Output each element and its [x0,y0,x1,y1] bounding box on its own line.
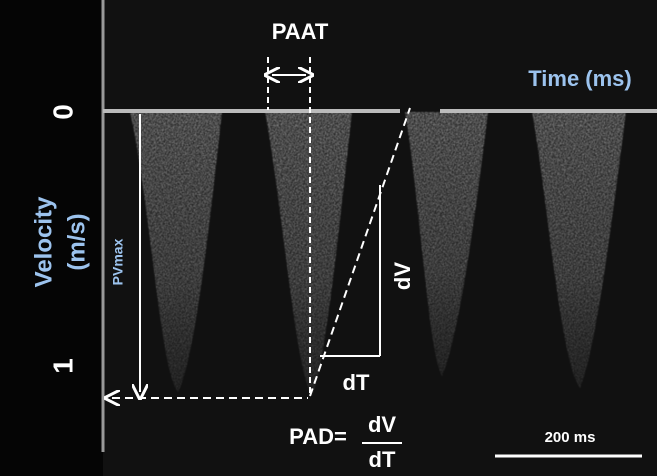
scale-label: 200 ms [545,429,596,446]
envelope [130,112,222,392]
pad-denominator: dT [369,447,396,472]
slope-line [309,107,411,397]
time-axis-label: Time (ms) [528,66,632,91]
annotations [112,57,642,458]
dt-label: dT [343,370,370,395]
pad-label: PAD= [289,424,347,449]
velocity-label: Velocity [30,196,57,287]
dv-label: dV [390,262,415,290]
pvmax-label: PVmax [110,238,126,285]
envelope [265,112,352,396]
envelopes [130,112,626,396]
tick-one: 1 [47,358,78,374]
envelope [532,112,626,388]
paat-label: PAAT [272,19,329,44]
pad-numerator: dV [368,412,396,437]
velocity-unit: (m/s) [63,213,90,270]
tick-zero: 0 [47,104,78,120]
envelope [405,112,488,376]
